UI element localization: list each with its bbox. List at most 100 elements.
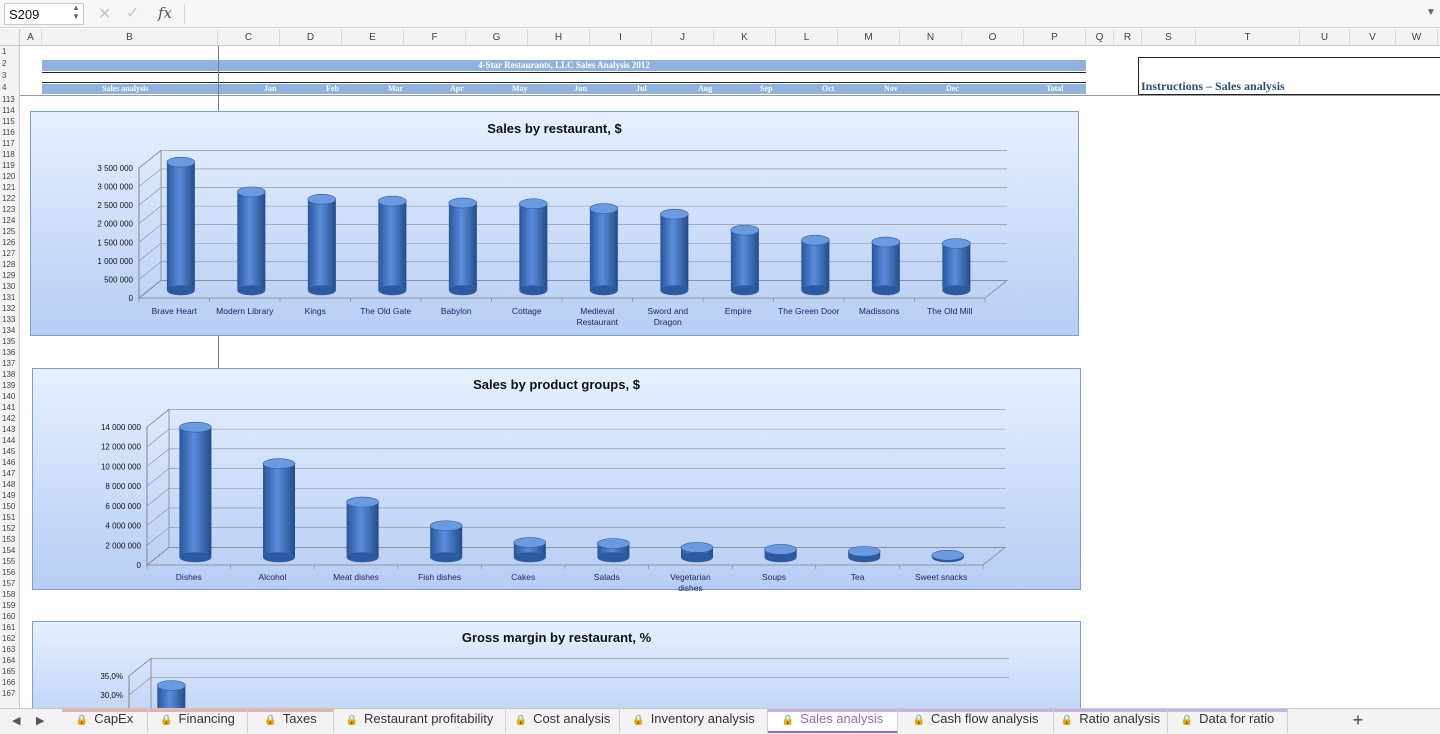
column-header[interactable]: N: [900, 29, 962, 46]
check-icon[interactable]: ✓: [126, 5, 140, 22]
row-header[interactable]: 127: [2, 249, 16, 258]
row-header[interactable]: 162: [2, 634, 16, 643]
tab-inventory-analysis[interactable]: 🔒 Inventory analysis: [620, 709, 768, 733]
column-header[interactable]: B: [42, 29, 218, 46]
column-header[interactable]: W: [1396, 29, 1438, 46]
row-header[interactable]: 124: [2, 216, 16, 225]
row-header[interactable]: 122: [2, 194, 16, 203]
row-header[interactable]: 140: [2, 392, 16, 401]
row-header[interactable]: 4: [2, 83, 7, 92]
row-header[interactable]: 123: [2, 205, 16, 214]
row-header[interactable]: 148: [2, 480, 16, 489]
row-header[interactable]: 132: [2, 304, 16, 313]
chart-sales-by-restaurant[interactable]: Sales by restaurant, $ 0 500 000 1 000 000…: [30, 111, 1079, 336]
row-header[interactable]: 121: [2, 183, 16, 192]
column-header[interactable]: T: [1196, 29, 1300, 46]
row-header[interactable]: 144: [2, 436, 16, 445]
row-header[interactable]: 161: [2, 623, 16, 632]
row-header[interactable]: 160: [2, 612, 16, 621]
column-header[interactable]: S: [1142, 29, 1196, 46]
row-header[interactable]: 114: [2, 106, 15, 115]
tab-data-for-ratio[interactable]: 🔒 Data for ratio: [1168, 709, 1288, 733]
fx-icon[interactable]: fx: [158, 4, 173, 22]
column-header[interactable]: J: [652, 29, 714, 46]
chart-gross-margin-by-restaurant[interactable]: Gross margin by restaurant, % 35,0% 30,0%: [32, 621, 1081, 708]
row-header[interactable]: 128: [2, 260, 16, 269]
row-header[interactable]: 133: [2, 315, 16, 324]
column-header[interactable]: K: [714, 29, 776, 46]
row-header[interactable]: 155: [2, 557, 16, 566]
row-header[interactable]: 150: [2, 502, 16, 511]
row-header[interactable]: 166: [2, 678, 16, 687]
row-header[interactable]: 141: [2, 403, 16, 412]
row-header[interactable]: 152: [2, 524, 16, 533]
row-header[interactable]: 138: [2, 370, 16, 379]
tab-capex[interactable]: 🔒 CapEx: [62, 709, 148, 733]
column-header[interactable]: Q: [1086, 29, 1114, 46]
column-header[interactable]: I: [590, 29, 652, 46]
formula-input[interactable]: [190, 3, 1420, 25]
column-header[interactable]: F: [404, 29, 466, 46]
row-header[interactable]: 153: [2, 535, 16, 544]
scroll-right-icon[interactable]: ▶: [36, 715, 45, 727]
select-all-corner[interactable]: [0, 29, 20, 46]
row-header[interactable]: 134: [2, 326, 16, 335]
row-header[interactable]: 151: [2, 513, 16, 522]
row-header[interactable]: 135: [2, 337, 16, 346]
row-header[interactable]: 118: [2, 150, 15, 159]
tab-ratio-analysis[interactable]: 🔒 Ratio analysis: [1054, 709, 1168, 733]
column-header[interactable]: C: [218, 29, 280, 46]
row-header[interactable]: 164: [2, 656, 16, 665]
row-header[interactable]: 2: [2, 59, 7, 68]
row-header[interactable]: 119: [2, 161, 15, 170]
row-header[interactable]: 143: [2, 425, 16, 434]
row-header[interactable]: 136: [2, 348, 16, 357]
row-header[interactable]: 113: [2, 95, 15, 104]
row-header[interactable]: 3: [2, 71, 7, 80]
cancel-icon[interactable]: ✕: [98, 6, 112, 23]
column-header[interactable]: P: [1024, 29, 1086, 46]
column-header[interactable]: A: [20, 29, 42, 46]
row-header[interactable]: 130: [2, 282, 16, 291]
row-header[interactable]: 131: [2, 293, 16, 302]
tab-sales-analysis[interactable]: 🔒 Sales analysis: [768, 709, 898, 733]
column-header[interactable]: L: [776, 29, 838, 46]
row-header[interactable]: 146: [2, 458, 16, 467]
column-header[interactable]: D: [280, 29, 342, 46]
name-box[interactable]: S209: [4, 3, 84, 25]
row-header[interactable]: 154: [2, 546, 16, 555]
scroll-left-icon[interactable]: ◀: [12, 715, 21, 727]
tab-restaurant-profitability[interactable]: 🔒 Restaurant profitability: [334, 709, 506, 733]
row-header[interactable]: 145: [2, 447, 16, 456]
column-header[interactable]: H: [528, 29, 590, 46]
column-header[interactable]: M: [838, 29, 900, 46]
row-header[interactable]: 158: [2, 590, 16, 599]
chart-sales-by-product-groups[interactable]: Sales by product groups, $ 0 2 000 000 4 0…: [32, 368, 1081, 591]
column-header[interactable]: V: [1350, 29, 1396, 46]
row-header[interactable]: 165: [2, 667, 16, 676]
row-header[interactable]: 156: [2, 568, 16, 577]
add-sheet-button[interactable]: +: [1352, 710, 1364, 730]
row-header[interactable]: 159: [2, 601, 16, 610]
tab-cash-flow-analysis[interactable]: 🔒 Cash flow analysis: [898, 709, 1054, 733]
row-header[interactable]: 1: [2, 47, 7, 56]
tab-taxes[interactable]: 🔒 Taxes: [248, 709, 334, 733]
name-box-stepper-icon[interactable]: ▲ ▼: [72, 3, 80, 21]
row-header[interactable]: 147: [2, 469, 16, 478]
row-header[interactable]: 126: [2, 238, 16, 247]
column-header[interactable]: E: [342, 29, 404, 46]
column-header[interactable]: U: [1300, 29, 1350, 46]
row-header[interactable]: 117: [2, 139, 15, 148]
row-header[interactable]: 142: [2, 414, 16, 423]
row-header[interactable]: 157: [2, 579, 16, 588]
row-header[interactable]: 125: [2, 227, 16, 236]
row-header[interactable]: 116: [2, 128, 15, 137]
row-header[interactable]: 139: [2, 381, 16, 390]
column-header[interactable]: O: [962, 29, 1024, 46]
row-header[interactable]: 137: [2, 359, 16, 368]
tab-financing[interactable]: 🔒 Financing: [148, 709, 248, 733]
row-header[interactable]: 129: [2, 271, 16, 280]
row-header[interactable]: 120: [2, 172, 16, 181]
chevron-down-icon[interactable]: ▼: [1426, 7, 1436, 18]
tab-cost-analysis[interactable]: 🔒 Cost analysis: [506, 709, 620, 733]
